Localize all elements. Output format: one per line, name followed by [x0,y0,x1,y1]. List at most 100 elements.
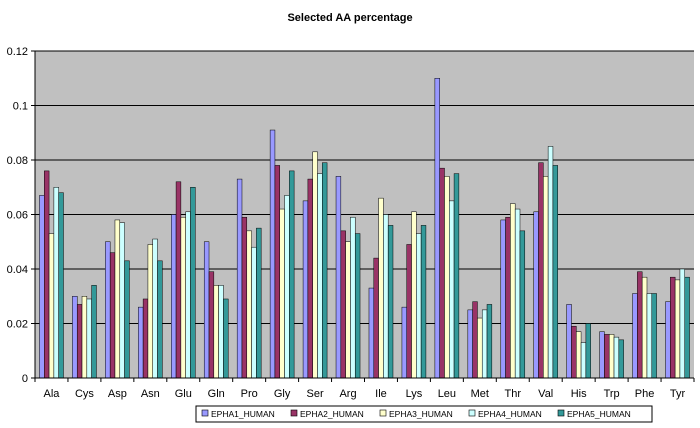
bar-EPHA5_HUMAN-His [585,323,591,379]
x-tick-label: Glu [175,388,192,400]
bar-EPHA2_HUMAN-Val [538,162,544,379]
bar-EPHA1_HUMAN-Ala [39,195,45,379]
bar-EPHA5_HUMAN-Glu [190,187,196,379]
bar-EPHA2_HUMAN-His [571,325,577,379]
legend-swatch [201,409,209,417]
legend-swatch [557,409,565,417]
bar-EPHA4_HUMAN-Val [547,146,554,379]
x-tick-label: Phe [635,388,655,400]
bar-EPHA2_HUMAN-Ile [373,257,379,379]
bar-EPHA2_HUMAN-Arg [340,230,346,379]
bar-EPHA3_HUMAN-Gly [279,208,285,379]
y-tick-label: 0 [22,373,28,385]
bar-EPHA4_HUMAN-Gln [218,285,224,379]
y-tick-label: 0.04 [7,264,28,276]
bar-EPHA3_HUMAN-Asp [114,219,121,379]
legend: EPHA1_HUMAN EPHA2_HUMAN EPHA3_HUMAN EPHA4_H… [195,405,653,423]
bar-EPHA2_HUMAN-Cys [76,304,83,379]
bars [39,78,690,379]
bar-EPHA1_HUMAN-Phe [632,293,638,379]
bar-EPHA5_HUMAN-Phe [651,293,657,379]
bar-EPHA1_HUMAN-Asp [105,241,111,379]
bar-EPHA5_HUMAN-Ile [387,225,394,379]
bar-EPHA4_HUMAN-Ser [317,173,323,379]
bar-EPHA2_HUMAN-Ser [307,178,313,379]
bar-EPHA1_HUMAN-Met [467,309,473,379]
y-tick-label: 0.02 [7,319,28,331]
bar-EPHA3_HUMAN-Thr [510,203,516,379]
bar-EPHA2_HUMAN-Met [472,301,478,379]
y-axis-ticks: 0 0.02 0.04 0.06 0.08 0.1 0.12 [7,46,35,385]
bar-EPHA1_HUMAN-Arg [335,176,342,379]
x-tick-label: Trp [604,388,620,400]
x-tick-label: Lys [406,388,423,400]
bar-EPHA3_HUMAN-Pro [246,230,252,379]
bar-EPHA1_HUMAN-Gly [269,129,276,379]
bar-EPHA5_HUMAN-Met [486,304,493,379]
bar-EPHA5_HUMAN-Lys [420,225,427,379]
x-tick-label: Asn [141,388,160,400]
x-tick-label: Ser [307,388,324,400]
x-tick-label: Gln [208,388,225,400]
x-tick-label: Met [471,388,489,400]
bar-EPHA2_HUMAN-Thr [505,216,511,379]
legend-box [195,405,653,423]
y-tick-label: 0.1 [13,101,28,113]
y-tick-label: 0.12 [7,46,28,58]
legend-swatch [468,409,476,417]
x-tick-label: His [571,388,587,400]
bar-EPHA3_HUMAN-Glu [180,216,186,379]
bar-EPHA3_HUMAN-Lys [411,211,417,379]
bar-EPHA3_HUMAN-Phe [641,276,648,379]
chart-title: Selected AA percentage [287,12,412,24]
bar-EPHA1_HUMAN-Asn [138,306,144,379]
legend-swatch [290,409,298,417]
legend-label: EPHA4_HUMAN [478,409,542,419]
bar-EPHA3_HUMAN-Ile [378,197,384,379]
x-tick-label: Leu [438,388,456,400]
bar-EPHA5_HUMAN-Asn [157,260,163,379]
x-tick-label: Asp [108,388,127,400]
bar-EPHA1_HUMAN-Trp [599,331,605,379]
bar-EPHA3_HUMAN-Ala [48,233,55,379]
y-tick-label: 0.06 [7,210,28,222]
bar-EPHA4_HUMAN-Trp [613,336,620,379]
bar-EPHA4_HUMAN-Asn [152,238,158,379]
bar-EPHA3_HUMAN-His [576,331,582,379]
x-tick-label: Ala [44,388,61,400]
bar-EPHA4_HUMAN-Pro [251,246,257,379]
bar-EPHA3_HUMAN-Leu [444,176,450,379]
bar-EPHA1_HUMAN-Glu [171,214,177,379]
bar-EPHA5_HUMAN-Trp [618,339,624,379]
x-tick-label: Gly [274,388,291,400]
bar-EPHA4_HUMAN-Cys [86,298,92,379]
bar-EPHA5_HUMAN-Gln [223,298,229,379]
bar-EPHA4_HUMAN-His [580,342,587,379]
x-tick-label: Cys [75,388,94,400]
bar-EPHA2_HUMAN-Leu [439,167,445,379]
x-tick-label: Val [538,388,553,400]
x-axis-ticks: Ala Cys Asp Asn Glu Gln Pro Gly Ser Arg Ile Lys Leu M… [34,378,695,400]
bar-EPHA4_HUMAN-Phe [646,293,653,379]
bar-EPHA5_HUMAN-Tyr [684,276,690,379]
y-tick-label: 0.08 [7,155,28,167]
bar-EPHA3_HUMAN-Cys [81,296,88,379]
bar-EPHA1_HUMAN-Leu [434,78,440,379]
bar-EPHA4_HUMAN-Asp [119,222,125,379]
bar-EPHA5_HUMAN-Ala [58,192,64,379]
bar-EPHA3_HUMAN-Trp [608,334,615,379]
x-tick-label: Arg [339,388,356,400]
bar-EPHA1_HUMAN-Gln [203,241,210,379]
bar-EPHA5_HUMAN-Thr [519,230,526,379]
bar-EPHA5_HUMAN-Val [552,165,558,379]
bar-EPHA2_HUMAN-Tyr [670,276,676,379]
bar-EPHA1_HUMAN-Cys [72,296,78,379]
bar-EPHA1_HUMAN-His [566,304,572,379]
bar-EPHA1_HUMAN-Pro [236,178,243,379]
bar-EPHA4_HUMAN-Leu [449,200,455,379]
x-tick-label: Thr [505,388,522,400]
bar-EPHA3_HUMAN-Val [543,176,549,379]
x-tick-label: Ile [375,388,387,400]
bar-EPHA2_HUMAN-Gly [274,165,280,379]
